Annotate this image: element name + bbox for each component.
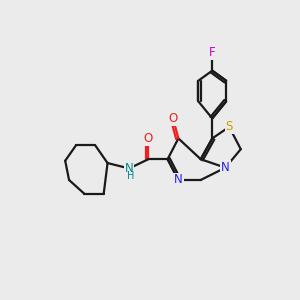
Text: F: F xyxy=(209,46,216,59)
Text: O: O xyxy=(168,112,178,125)
Text: H: H xyxy=(127,171,134,181)
Text: S: S xyxy=(226,120,233,134)
Text: O: O xyxy=(144,132,153,145)
Text: N: N xyxy=(174,173,183,187)
Text: N: N xyxy=(125,162,134,175)
Text: N: N xyxy=(221,161,230,174)
